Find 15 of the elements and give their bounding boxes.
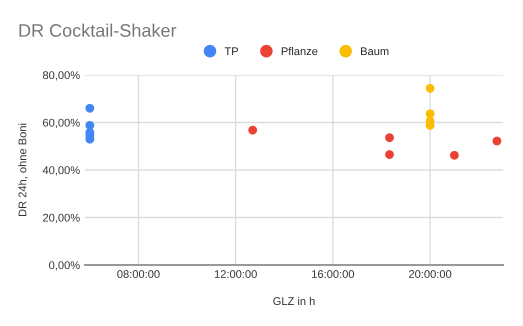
x-tick-label: 16:00:00: [312, 270, 354, 278]
y-axis-title: DR 24h, ohne Boni: [18, 124, 28, 216]
y-tick-label: 0,00%: [49, 261, 80, 270]
x-tick-label: 12:00:00: [214, 270, 257, 278]
y-tick-label: 20,00%: [43, 214, 80, 223]
y-tick-label: 80,00%: [42, 71, 80, 80]
x-tick-label: 20:00:00: [409, 270, 452, 278]
legend-label: TP: [224, 47, 238, 56]
legend-label: Baum: [361, 47, 388, 56]
x-axis-title: GLZ in h: [273, 296, 315, 306]
chart-title: DR Cocktail-Shaker: [19, 24, 176, 37]
legend-label: Pflanze: [282, 47, 318, 56]
x-tick-label: 08:00:00: [117, 270, 160, 278]
y-tick-label: 40,00%: [42, 166, 80, 176]
y-tick-label: 60,00%: [43, 118, 80, 128]
